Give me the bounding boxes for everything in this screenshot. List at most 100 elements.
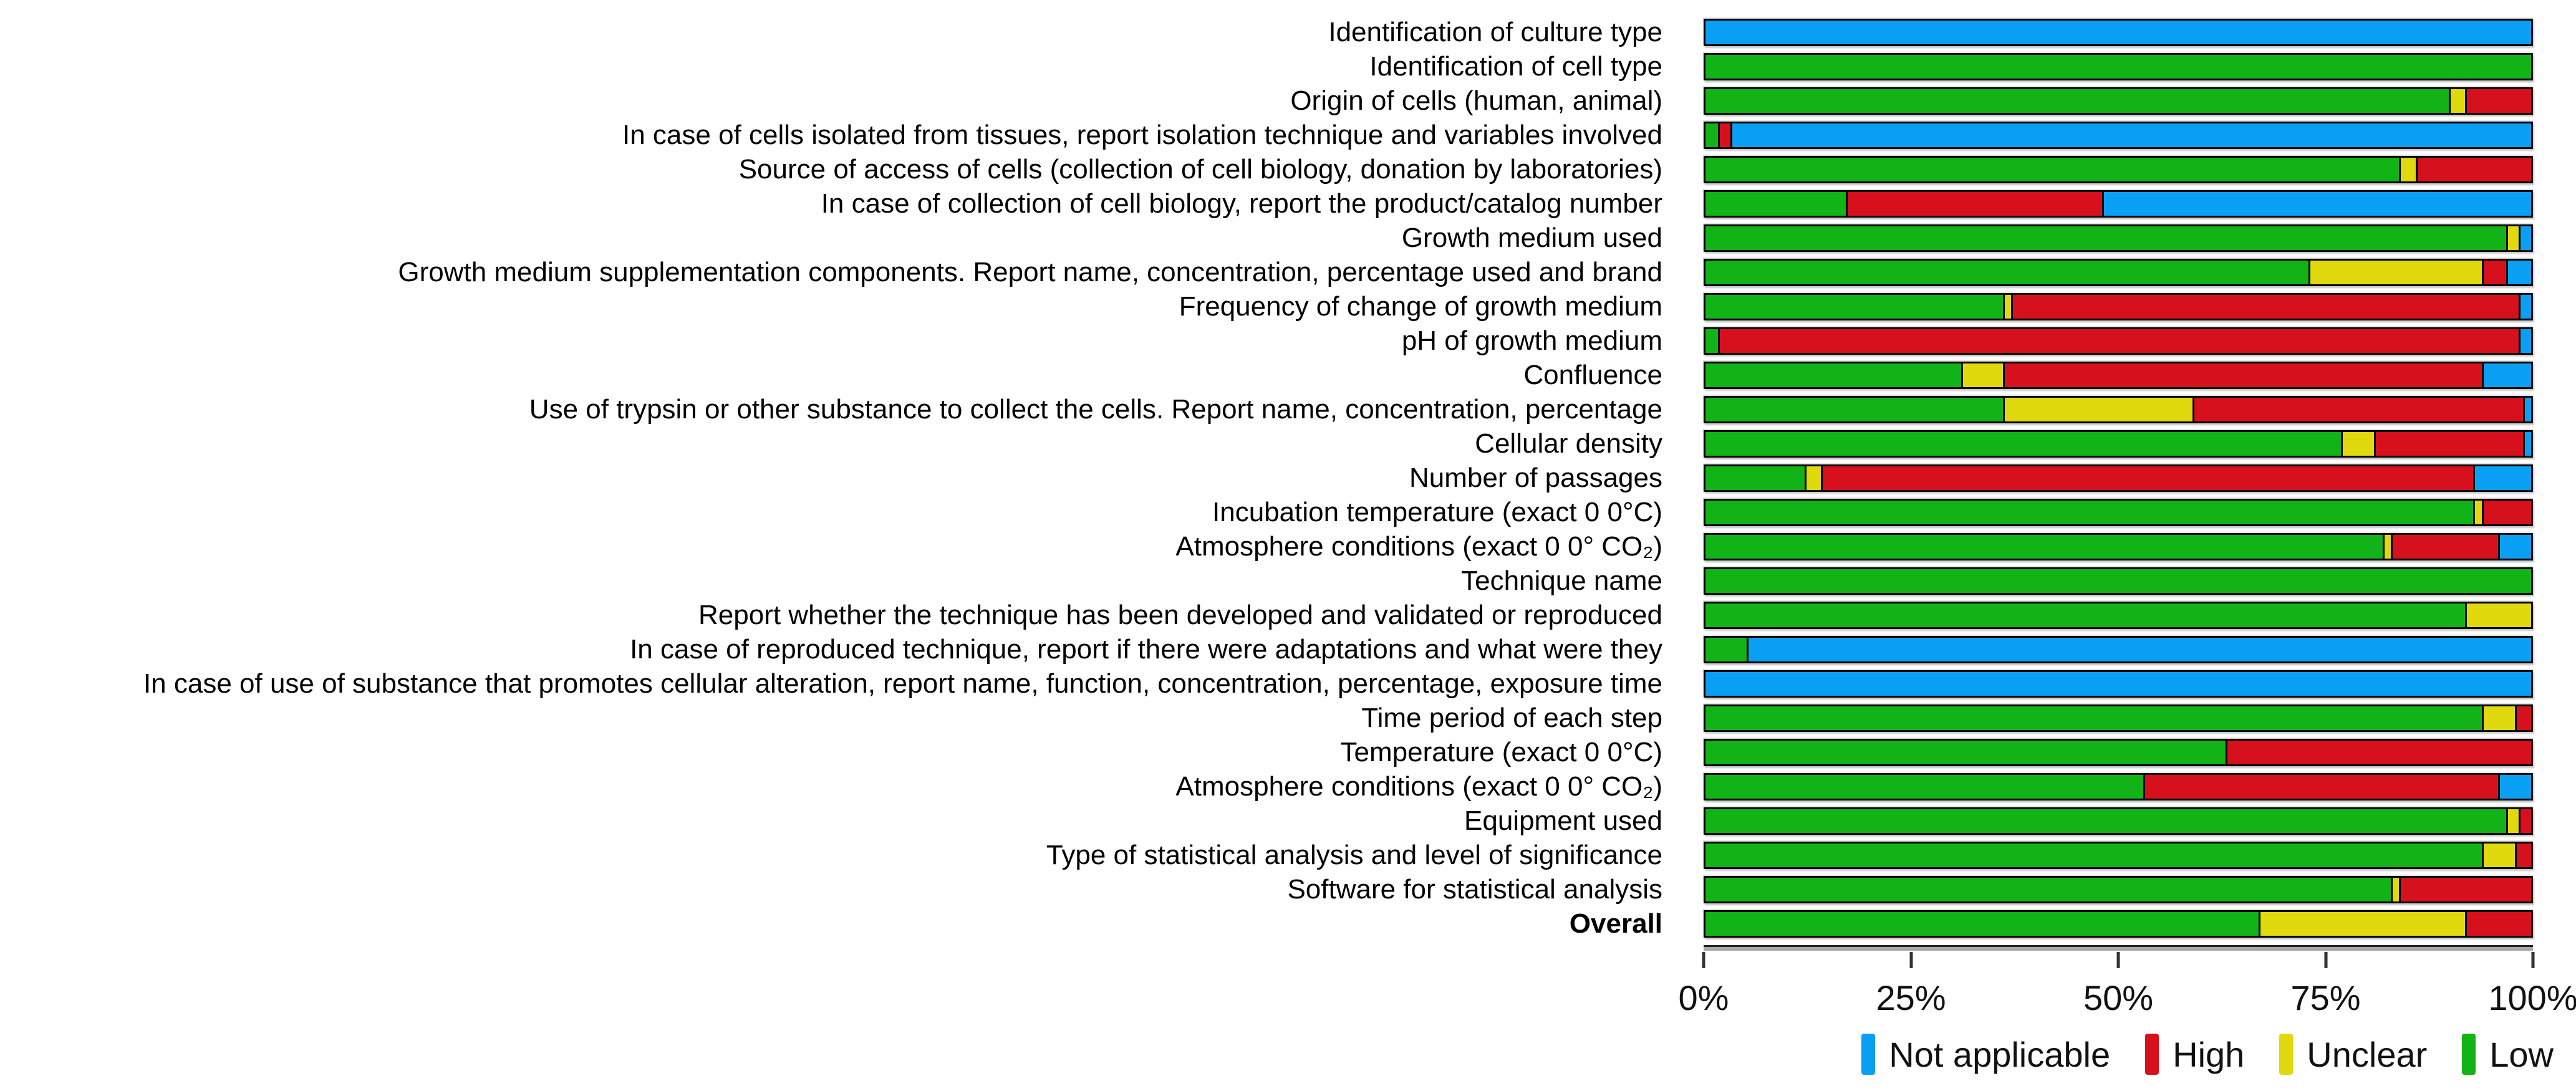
- bar-segment-low: [1705, 54, 2531, 79]
- stacked-bar: [1704, 841, 2533, 869]
- x-axis: 0% 25% 50% 75% 100%: [1679, 945, 2576, 1017]
- chart-row: Cellular density: [0, 426, 2533, 461]
- bar-segment-high: [1717, 329, 2519, 353]
- bar-segment-na: [2519, 226, 2531, 250]
- stacked-bar: [1704, 910, 2533, 938]
- bar-segment-low: [1705, 637, 1747, 661]
- bar-segment-low: [1705, 294, 2003, 319]
- bar-segment-high: [2010, 294, 2519, 319]
- legend-swatch-high: [2145, 1034, 2159, 1075]
- bar-segment-na: [1705, 671, 2531, 696]
- bar-segment-low: [1705, 191, 1846, 216]
- bar-segment-high: [2465, 911, 2531, 936]
- bar-segment-low: [1705, 843, 2482, 867]
- row-label: Frequency of change of growth medium: [1179, 291, 1662, 322]
- bar-segment-na: [2498, 774, 2531, 799]
- stacked-bar: [1704, 190, 2533, 218]
- row-label: Identification of cell type: [1369, 50, 1662, 82]
- x-axis-tick-label: 25%: [1876, 978, 1946, 1017]
- bar-segment-low: [1705, 89, 2449, 113]
- chart-row: Growth medium used: [0, 221, 2533, 255]
- bar-segment-unclear: [1804, 466, 1821, 490]
- stacked-bar: [1704, 361, 2533, 389]
- bar-segment-high: [2415, 157, 2531, 181]
- bar-segment-na: [2519, 329, 2531, 353]
- bar-segment-high: [2481, 500, 2531, 524]
- stacked-bar: [1704, 532, 2533, 560]
- chart-row: Origin of cells (human, animal): [0, 84, 2533, 118]
- row-label: Incubation temperature (exact 0 0°C): [1212, 496, 1662, 527]
- legend-item-high: High: [2145, 1034, 2244, 1075]
- bar-segment-na: [2481, 363, 2531, 387]
- bar-segment-unclear: [2448, 89, 2466, 113]
- chart-row: Atmosphere conditions (exact 0 0° CO₂): [0, 769, 2533, 804]
- x-axis-tick: [2324, 952, 2327, 968]
- bar-segment-high: [1821, 466, 2474, 490]
- chart-row: Type of statistical analysis and level o…: [0, 838, 2533, 872]
- x-axis-line: [1704, 945, 2533, 951]
- bar-segment-high: [2143, 774, 2499, 799]
- chart-row: Use of trypsin or other substance to col…: [0, 392, 2533, 426]
- bar-segment-high: [2399, 877, 2531, 901]
- bar-segment-na: [1705, 20, 2531, 44]
- row-label: Growth medium supplementation components…: [398, 256, 1662, 287]
- bar-segment-low: [1705, 603, 2466, 627]
- stacked-bar: [1704, 18, 2533, 46]
- stacked-bar: [1704, 704, 2533, 732]
- stacked-bar: [1704, 224, 2533, 252]
- bar-segment-na: [2473, 466, 2531, 490]
- chart-row: pH of growth medium: [0, 324, 2533, 358]
- chart-row: Frequency of change of growth medium: [0, 289, 2533, 324]
- legend-item-unclear: Unclear: [2279, 1034, 2427, 1075]
- bar-segment-high: [2374, 431, 2523, 456]
- stacked-bar: [1704, 327, 2533, 355]
- bar-segment-na: [2522, 431, 2531, 456]
- stacked-bar: [1704, 121, 2533, 149]
- stacked-bar: [1704, 464, 2533, 492]
- stacked-bar: [1704, 601, 2533, 629]
- stacked-bar: [1704, 155, 2533, 183]
- bar-segment-low: [1705, 809, 2507, 833]
- legend: Not applicable High Unclear Low: [1861, 1034, 2554, 1075]
- bar-segment-low: [1705, 157, 2400, 181]
- bar-segment-low: [1705, 363, 1962, 387]
- stacked-bar: [1704, 292, 2533, 320]
- stacked-bar: [1704, 807, 2533, 835]
- legend-swatch-unclear: [2279, 1034, 2294, 1075]
- bar-segment-high: [2519, 809, 2531, 833]
- row-label: Equipment used: [1464, 805, 1662, 836]
- bar-segment-unclear: [2341, 431, 2375, 456]
- x-axis-tick: [2116, 952, 2120, 968]
- bar-segment-low: [1705, 774, 2143, 799]
- bar-segment-unclear: [2481, 843, 2515, 867]
- bar-segment-na: [2498, 534, 2531, 559]
- bar-segment-unclear: [2382, 534, 2391, 559]
- bar-segment-unclear: [2473, 500, 2482, 524]
- row-label: Origin of cells (human, animal): [1290, 85, 1662, 116]
- bar-segment-low: [1705, 123, 1718, 147]
- chart-row: Growth medium supplementation components…: [0, 255, 2533, 289]
- bar-segment-high: [1846, 191, 2102, 216]
- bar-segment-low: [1705, 911, 2259, 936]
- row-label: Overall: [1569, 908, 1662, 939]
- x-axis-tick: [1909, 952, 1913, 968]
- bar-segment-high: [2192, 397, 2523, 421]
- row-label: Cellular density: [1475, 428, 1662, 459]
- bar-segment-unclear: [2465, 603, 2531, 627]
- chart-row: Source of access of cells (collection of…: [0, 152, 2533, 186]
- row-label: In case of reproduced technique, report …: [630, 633, 1662, 665]
- row-label: Number of passages: [1409, 462, 1662, 493]
- chart-row: Technique name: [0, 564, 2533, 598]
- legend-swatch-na: [1861, 1034, 1876, 1075]
- chart-row: Temperature (exact 0 0°C): [0, 735, 2533, 769]
- bar-segment-high: [1717, 123, 1730, 147]
- row-label: Source of access of cells (collection of…: [738, 153, 1662, 185]
- x-axis-tick-label: 75%: [2290, 978, 2361, 1017]
- row-label: Report whether the technique has been de…: [698, 599, 1662, 630]
- chart-row: Equipment used: [0, 804, 2533, 838]
- x-axis-tick-label: 100%: [2488, 978, 2576, 1017]
- x-axis-tick-label: 0%: [1678, 978, 1729, 1017]
- chart-row: Atmosphere conditions (exact 0 0° CO₂): [0, 529, 2533, 564]
- chart-row: In case of use of substance that promote…: [0, 666, 2533, 701]
- legend-swatch-low: [2462, 1034, 2476, 1075]
